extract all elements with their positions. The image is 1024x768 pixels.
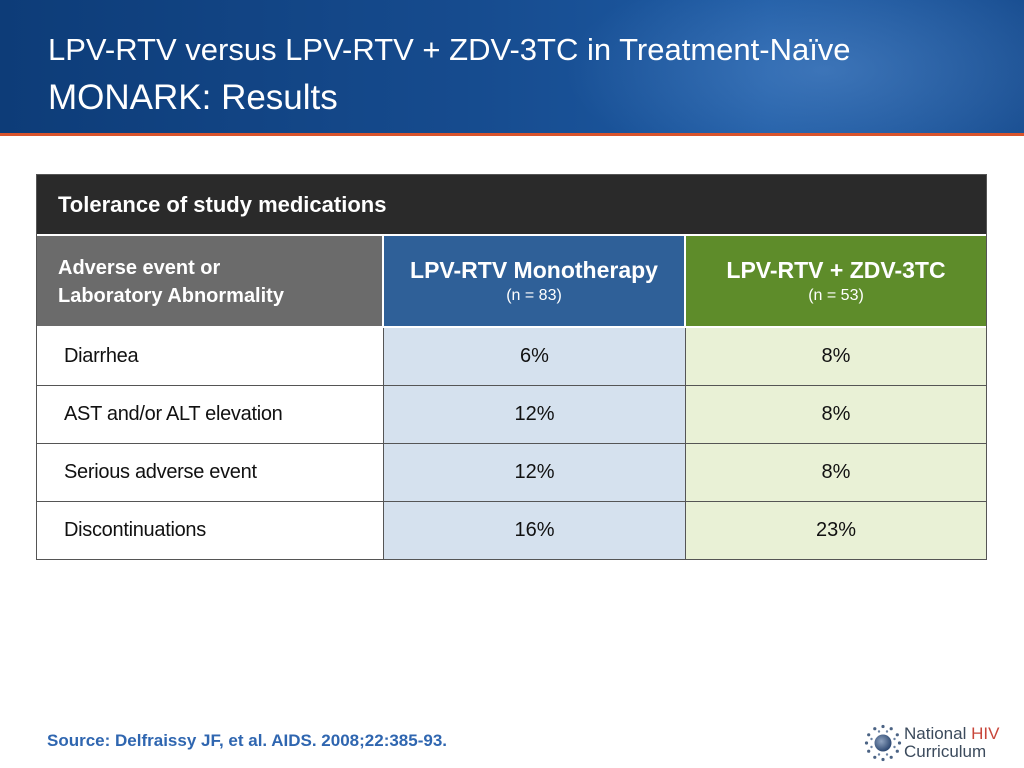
header-monotherapy-label: LPV-RTV Monotherapy xyxy=(410,257,658,283)
monotherapy-value: 12% xyxy=(384,386,686,443)
table-title: Tolerance of study medications xyxy=(37,175,986,236)
header-combination-label: LPV-RTV + ZDV-3TC xyxy=(726,257,946,283)
row-label: Serious adverse event xyxy=(37,444,384,501)
row-label: AST and/or ALT elevation xyxy=(37,386,384,443)
combination-value: 8% xyxy=(686,328,986,385)
row-label: Discontinuations xyxy=(37,502,384,559)
table-row: Serious adverse event 12% 8% xyxy=(37,443,986,501)
header-adverse-event: Adverse event or Laboratory Abnormality xyxy=(37,236,384,326)
monotherapy-value: 6% xyxy=(384,328,686,385)
table-row: Discontinuations 16% 23% xyxy=(37,501,986,559)
header-combination-n: (n = 53) xyxy=(808,287,864,304)
header-adverse-event-line1: Adverse event or xyxy=(58,257,221,279)
table-row: Diarrhea 6% 8% xyxy=(37,328,986,385)
national-hiv-curriculum-logo: National HIV Curriculum xyxy=(864,724,1014,764)
combination-value: 8% xyxy=(686,386,986,443)
logo-word-curriculum: Curriculum xyxy=(904,742,987,761)
logo-word-national: National xyxy=(904,724,967,743)
results-table: Tolerance of study medications Adverse e… xyxy=(36,174,987,560)
slide-title-line2: MONARK: Results xyxy=(48,78,338,117)
logo-burst-icon xyxy=(864,724,902,762)
monotherapy-value: 12% xyxy=(384,444,686,501)
header-glow xyxy=(564,0,1024,136)
slide-title-line1: LPV-RTV versus LPV-RTV + ZDV-3TC in Trea… xyxy=(48,32,851,67)
header-monotherapy: LPV-RTV Monotherapy (n = 83) xyxy=(384,236,686,326)
table-row: AST and/or ALT elevation 12% 8% xyxy=(37,385,986,443)
header-combination: LPV-RTV + ZDV-3TC (n = 53) xyxy=(686,236,986,326)
monotherapy-value: 16% xyxy=(384,502,686,559)
combination-value: 23% xyxy=(686,502,986,559)
logo-text: National HIV Curriculum xyxy=(904,725,999,761)
row-label: Diarrhea xyxy=(37,328,384,385)
source-citation: Source: Delfraissy JF, et al. AIDS. 2008… xyxy=(47,731,448,750)
table-body: Diarrhea 6% 8% AST and/or ALT elevation … xyxy=(37,328,986,559)
table-header-row: Adverse event or Laboratory Abnormality … xyxy=(37,236,986,328)
header-adverse-event-line2: Laboratory Abnormality xyxy=(58,285,284,307)
header-banner: LPV-RTV versus LPV-RTV + ZDV-3TC in Trea… xyxy=(0,0,1024,136)
header-monotherapy-n: (n = 83) xyxy=(506,287,562,304)
logo-word-hiv: HIV xyxy=(971,724,1000,743)
combination-value: 8% xyxy=(686,444,986,501)
